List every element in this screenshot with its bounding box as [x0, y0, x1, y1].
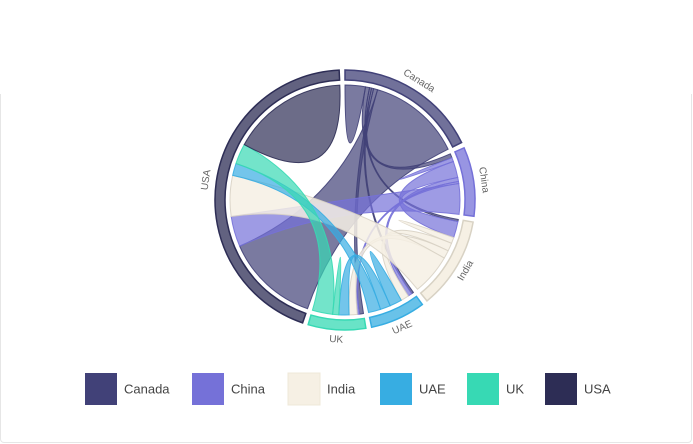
legend-label[interactable]: UK	[506, 381, 524, 396]
chord-ribbon	[235, 143, 335, 315]
chord-ribbon	[243, 84, 341, 163]
chord-ribbon	[369, 251, 402, 307]
card	[0, 94, 692, 443]
legend-swatch[interactable]	[85, 373, 117, 405]
legend-label[interactable]: India	[327, 381, 356, 396]
chord-ribbon	[332, 257, 342, 316]
legend-swatch[interactable]	[545, 373, 577, 405]
group-arc	[214, 69, 341, 324]
legend-label[interactable]: China	[231, 381, 266, 396]
group-arc	[344, 69, 463, 148]
legend-label[interactable]: Canada	[124, 381, 170, 396]
legend-label[interactable]: UAE	[419, 381, 446, 396]
legend-swatch[interactable]	[192, 373, 224, 405]
group-arc	[368, 295, 424, 329]
chord-ribbon	[344, 84, 367, 144]
group-arc	[453, 146, 476, 218]
group-label: UAE	[391, 318, 415, 337]
chords	[229, 84, 461, 316]
group-arc	[307, 314, 367, 331]
chord-ribbon	[229, 174, 445, 290]
legend-swatch[interactable]	[380, 373, 412, 405]
group-label: UK	[329, 334, 344, 346]
group-arc	[419, 219, 474, 302]
group-label: China	[476, 166, 491, 194]
legend-swatch[interactable]	[467, 373, 499, 405]
legend-swatch[interactable]	[287, 372, 321, 406]
group-label: USA	[200, 169, 214, 191]
chord-ribbon	[398, 219, 455, 244]
chord-ribbon	[232, 162, 382, 314]
chord-ribbon	[398, 157, 455, 181]
legend-label[interactable]: USA	[584, 381, 611, 396]
